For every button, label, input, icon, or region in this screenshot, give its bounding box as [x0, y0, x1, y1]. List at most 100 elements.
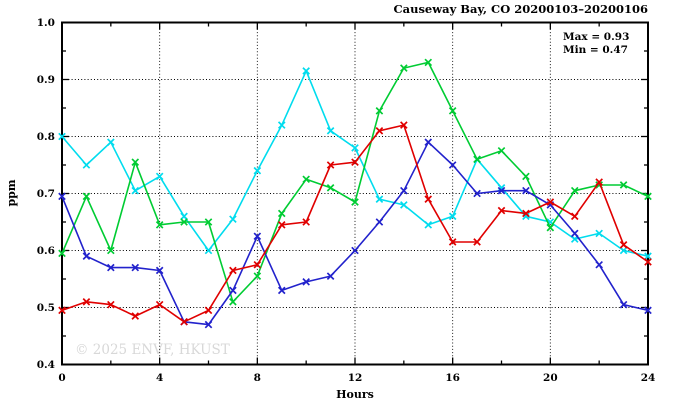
- min-annotation: Min = 0.47: [563, 44, 628, 56]
- x-axis-label: Hours: [336, 388, 374, 401]
- series-cyan-marker: [326, 126, 335, 135]
- series-green-marker: [82, 192, 91, 201]
- series-blue-marker: [155, 266, 164, 275]
- x-tick-label: 20: [543, 372, 558, 384]
- series-red-marker: [107, 300, 115, 309]
- series-blue-marker: [448, 161, 457, 169]
- series-blue-marker: [400, 186, 408, 195]
- y-tick-label: 0.4: [37, 359, 55, 371]
- series-blue-marker: [595, 260, 603, 269]
- series-red-marker: [326, 161, 335, 169]
- series-cyan-marker: [131, 186, 140, 195]
- series-blue-marker: [326, 272, 335, 280]
- x-tick-label: 0: [58, 372, 65, 384]
- y-tick-label: 0.9: [37, 74, 55, 86]
- series-cyan-marker: [400, 201, 408, 209]
- series-blue-marker: [107, 263, 115, 272]
- series-blue-marker: [58, 192, 66, 201]
- series-cyan-marker: [82, 161, 91, 169]
- series-red-marker: [424, 195, 433, 204]
- series-cyan-marker: [595, 229, 603, 238]
- series-green-marker: [570, 186, 579, 195]
- series-cyan-marker: [351, 144, 359, 152]
- series-red-marker: [131, 312, 140, 320]
- series-red-marker: [570, 212, 579, 221]
- plot-area: 0 4 8 12 16 20 24 0.4 0.5 0.6 0.7 0.8 0.9 1.0: [37, 17, 656, 384]
- series-blue-marker: [424, 138, 433, 147]
- series-green-marker: [473, 155, 481, 164]
- y-axis-label: ppm: [5, 179, 18, 206]
- series-green-marker: [107, 246, 115, 255]
- series-red-marker: [644, 258, 652, 266]
- series-green-marker: [326, 183, 335, 192]
- series-green-marker: [400, 64, 408, 72]
- series-cyan-marker: [58, 132, 66, 141]
- series-cyan-marker: [253, 166, 262, 175]
- series-green-marker: [619, 181, 628, 189]
- series-cyan-marker: [448, 212, 457, 221]
- series-red-marker: [58, 306, 66, 315]
- series-red-marker: [82, 297, 91, 306]
- series-blue-marker: [82, 252, 91, 261]
- series-green-marker: [522, 172, 530, 181]
- y-tick-label: 1.0: [37, 17, 55, 29]
- series-red-marker: [448, 238, 457, 246]
- series-green-marker: [424, 58, 433, 67]
- series-green-marker: [302, 175, 310, 184]
- series-green-marker: [497, 146, 506, 155]
- series-red-marker: [473, 238, 481, 246]
- series-red-marker: [497, 206, 506, 215]
- series-red-marker: [400, 121, 408, 129]
- series-blue-marker: [277, 286, 286, 295]
- series-green-marker: [253, 272, 262, 280]
- series-green-marker: [375, 107, 384, 115]
- series-cyan-marker: [155, 172, 164, 181]
- series-green-marker: [204, 218, 213, 226]
- series-red-marker: [619, 240, 628, 249]
- x-tick-label: 4: [156, 372, 163, 384]
- series-blue-marker: [253, 232, 262, 241]
- series-blue-marker: [644, 306, 652, 315]
- series-red-marker: [351, 158, 359, 166]
- y-tick-label: 0.6: [37, 245, 55, 257]
- series-cyan-marker: [277, 121, 286, 129]
- series-red-marker: [180, 317, 188, 326]
- series-blue-marker: [204, 320, 213, 329]
- series-red-marker: [375, 126, 384, 135]
- series-blue-marker: [131, 263, 140, 272]
- x-tick-label: 16: [445, 372, 460, 384]
- series-cyan-marker: [375, 195, 384, 204]
- series-red-marker: [253, 260, 262, 269]
- y-tick-label: 0.7: [37, 188, 55, 200]
- y-tick-label: 0.5: [37, 302, 55, 314]
- series-green-marker: [644, 192, 652, 201]
- series-cyan-marker: [302, 67, 310, 75]
- max-annotation: Max = 0.93: [563, 31, 629, 43]
- series-red-marker: [204, 306, 213, 315]
- series-blue-marker: [570, 229, 579, 238]
- series-blue-marker: [229, 286, 237, 295]
- series-green-marker: [180, 218, 188, 226]
- series-cyan-marker: [204, 246, 213, 255]
- chart-title: Causeway Bay, CO 20200103–20200106: [393, 2, 648, 16]
- series-blue-marker: [522, 186, 530, 195]
- series-red-marker: [155, 300, 164, 309]
- series-blue-marker: [375, 218, 384, 226]
- series-red-marker: [595, 178, 603, 186]
- series-green-marker: [155, 221, 164, 229]
- series-green-marker: [351, 198, 359, 206]
- series-cyan-marker: [619, 246, 628, 255]
- series-green-marker: [229, 297, 237, 306]
- series-blue-marker: [351, 246, 359, 255]
- series-green-marker: [58, 249, 66, 258]
- series-cyan-marker: [107, 138, 115, 147]
- watermark-text: © 2025 ENVF, HKUST: [75, 342, 230, 358]
- series-blue-marker: [473, 189, 481, 198]
- series-red-marker: [546, 198, 555, 206]
- series-green-marker: [546, 223, 555, 232]
- series-cyan-marker: [522, 212, 530, 221]
- series-red-marker: [277, 221, 286, 229]
- series-green-marker: [131, 158, 140, 166]
- series-red-marker: [302, 218, 310, 226]
